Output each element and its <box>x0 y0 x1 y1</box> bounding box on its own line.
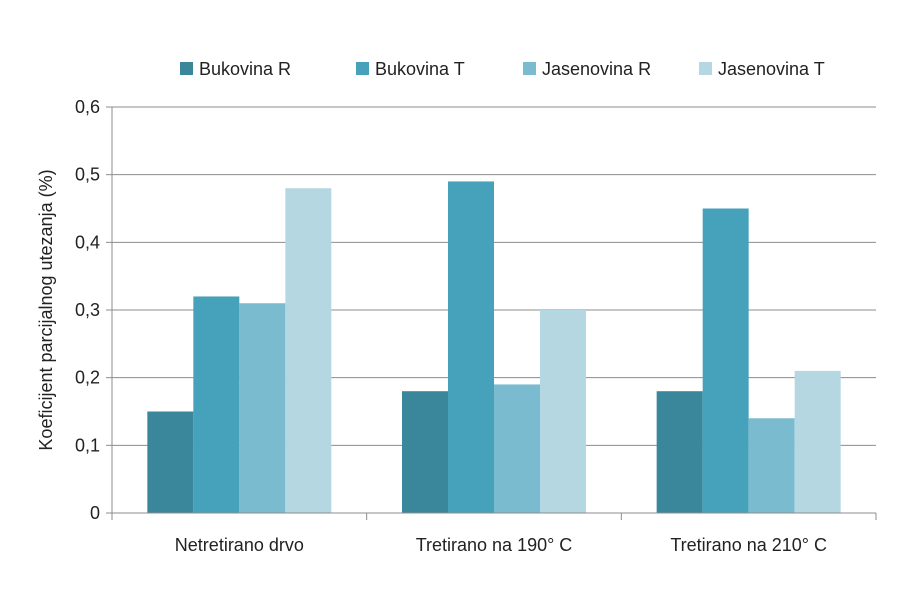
legend-swatch <box>180 62 193 75</box>
y-tick-label: 0,5 <box>75 165 100 185</box>
bar-jasenovina-r <box>748 418 795 513</box>
axes <box>106 106 877 520</box>
y-tick-label: 0,1 <box>75 435 100 455</box>
x-category-label: Tretirano na 210° C <box>670 535 827 555</box>
bar-jasenovina-r <box>239 303 286 513</box>
bar-jasenovina-r <box>494 384 540 513</box>
y-tick-label: 0 <box>90 503 100 523</box>
legend-swatch <box>699 62 712 75</box>
bar-bukovina-r <box>147 411 194 513</box>
bar-jasenovina-t <box>540 310 586 513</box>
bar-jasenovina-t <box>285 188 332 513</box>
legend-item: Bukovina R <box>180 59 291 79</box>
legend-item: Jasenovina R <box>523 59 651 79</box>
y-tick-labels: 0 0,1 0,2 0,3 0,4 0,5 0,6 <box>75 97 100 523</box>
x-category-label: Netretirano drvo <box>175 535 304 555</box>
y-tick-label: 0,6 <box>75 97 100 117</box>
bar-bukovina-r <box>656 391 703 513</box>
y-tick-label: 0,4 <box>75 232 100 252</box>
legend-swatch <box>356 62 369 75</box>
legend-label: Jasenovina T <box>718 59 825 79</box>
bar-bukovina-t <box>193 296 240 513</box>
legend-label: Bukovina T <box>375 59 465 79</box>
bars <box>147 181 841 513</box>
legend-item: Jasenovina T <box>699 59 825 79</box>
legend-label: Bukovina R <box>199 59 291 79</box>
legend: Bukovina R Bukovina T Jasenovina R Jasenovi… <box>180 59 825 79</box>
bar-bukovina-t <box>448 181 494 513</box>
legend-label: Jasenovina R <box>542 59 651 79</box>
x-category-labels: Netretirano drvo Tretirano na 190° C Treti… <box>175 535 827 555</box>
legend-item: Bukovina T <box>356 59 465 79</box>
legend-swatch <box>523 62 536 75</box>
x-category-label: Tretirano na 190° C <box>416 535 573 555</box>
bar-bukovina-t <box>702 208 749 513</box>
bar-jasenovina-t <box>794 370 841 513</box>
bar-bukovina-r <box>402 391 448 513</box>
y-axis-title: Koeficijent parcijalnog utezanja (%) <box>36 169 56 450</box>
y-tick-label: 0,3 <box>75 300 100 320</box>
y-tick-label: 0,2 <box>75 368 100 388</box>
